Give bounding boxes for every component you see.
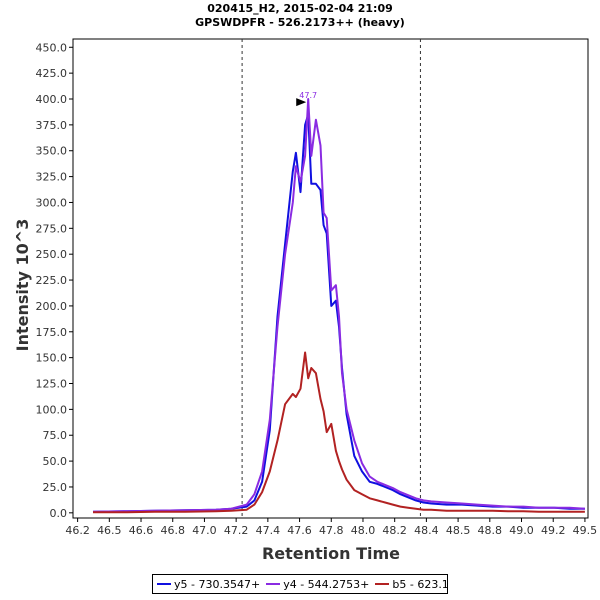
x-tick-label: 47.4	[256, 524, 281, 537]
legend-label: y5 - 730.3547+	[174, 577, 261, 591]
x-tick-label: 46.2	[65, 524, 90, 537]
y-tick-label: 125.0	[36, 378, 68, 391]
x-tick-label: 48.5	[446, 524, 471, 537]
y-tick-label: 300.0	[36, 196, 68, 209]
y-tick-label: 425.0	[36, 67, 68, 80]
chart-title: 020415_H2, 2015-02-04 21:09	[207, 2, 393, 15]
legend-label: y4 - 544.2753+	[283, 577, 370, 591]
legend-item: y5 - 730.3547+	[157, 578, 260, 591]
x-tick-label: 47.8	[319, 524, 344, 537]
y-tick-label: 175.0	[36, 326, 68, 339]
legend-item: b5 - 623.1861+	[375, 577, 447, 591]
y-tick-label: 275.0	[36, 222, 68, 235]
legend-swatch	[375, 583, 390, 585]
x-tick-label: 48.4	[414, 524, 439, 537]
legend-swatch	[266, 583, 281, 585]
x-tick-label: 49.2	[541, 524, 566, 537]
legend: y5 - 730.3547+ y4 - 544.2753+ b5 - 623.186…	[152, 574, 448, 594]
y-tick-label: 0.0	[50, 507, 68, 520]
legend-swatch	[157, 583, 171, 585]
chart-subtitle: GPSWDPFR - 526.2173++ (heavy)	[195, 16, 405, 29]
x-tick-label: 48.8	[478, 524, 503, 537]
y-tick-label: 350.0	[36, 145, 68, 158]
x-tick-label: 49.5	[573, 524, 598, 537]
plot-area	[72, 38, 589, 519]
x-tick-label: 48.0	[351, 524, 376, 537]
legend-item: y4 - 544.2753+	[266, 578, 369, 591]
y-tick-label: 75.0	[43, 429, 68, 442]
series-line-2	[92, 98, 585, 513]
y-tick-label: 250.0	[36, 248, 68, 261]
peak-label: 47.7	[299, 91, 317, 100]
x-tick-label: 48.2	[382, 524, 407, 537]
y-tick-label: 25.0	[43, 481, 68, 494]
y-tick-label: 375.0	[36, 119, 68, 132]
series-line-1	[92, 113, 585, 513]
x-tick-label: 49.0	[509, 524, 534, 537]
y-tick-label: 325.0	[36, 171, 68, 184]
y-tick-label: 200.0	[36, 300, 68, 313]
y-tick-label: 150.0	[36, 352, 68, 365]
y-tick-label: 450.0	[36, 41, 68, 54]
x-tick-label: 47.0	[192, 524, 217, 537]
legend-label: b5 - 623.1861+	[392, 577, 447, 591]
series-line-3	[93, 351, 585, 514]
x-tick-label: 46.5	[97, 524, 122, 537]
peak-arrow-icon	[296, 98, 307, 107]
x-tick-label: 46.8	[160, 524, 185, 537]
y-axis-title: Intensity 10^3	[13, 219, 32, 352]
x-tick-label: 47.6	[287, 524, 312, 537]
x-tick-label: 46.6	[129, 524, 154, 537]
x-tick-label: 47.2	[224, 524, 249, 537]
y-tick-label: 400.0	[36, 93, 68, 106]
y-tick-label: 50.0	[43, 455, 68, 468]
x-axis-title: Retention Time	[262, 544, 400, 563]
y-tick-label: 100.0	[36, 403, 68, 416]
y-tick-label: 225.0	[36, 274, 68, 287]
